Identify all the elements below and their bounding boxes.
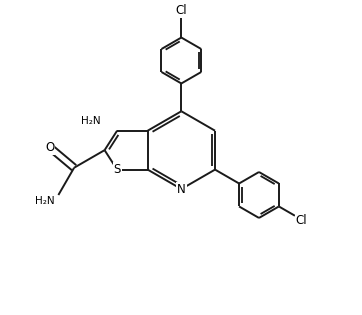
Text: Cl: Cl: [176, 4, 187, 17]
Text: O: O: [45, 141, 55, 154]
Text: S: S: [113, 163, 121, 176]
Text: N: N: [177, 183, 186, 196]
Text: H₂N: H₂N: [35, 196, 55, 206]
Text: H₂N: H₂N: [81, 117, 100, 126]
Text: Cl: Cl: [296, 214, 307, 227]
